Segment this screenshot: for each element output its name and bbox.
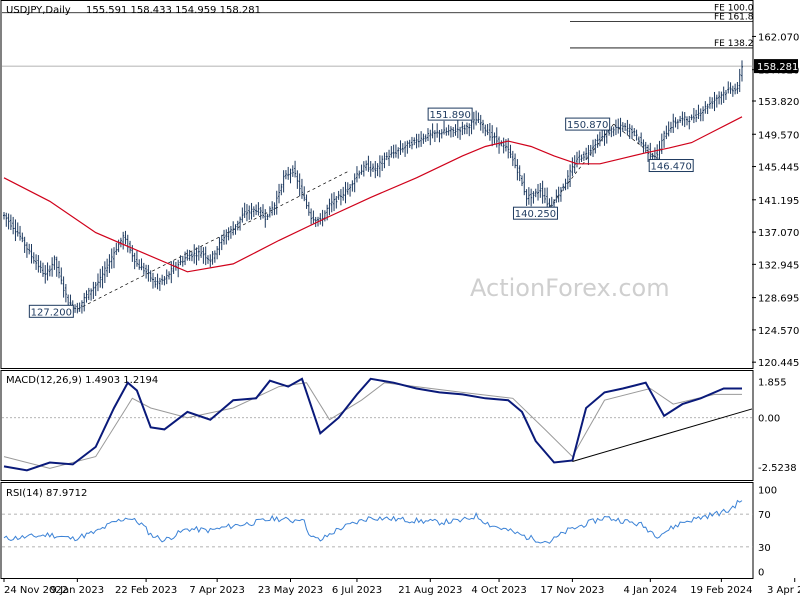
rsi-line	[3, 499, 743, 544]
annotation-label: 146.470	[651, 162, 692, 173]
y-tick-label: 141.195	[758, 196, 799, 207]
macd-signal-line	[3, 382, 742, 469]
price-panel-title: USDJPY,Daily	[6, 5, 71, 16]
y-tick-label: 145.445	[758, 163, 799, 174]
x-tick-label: 21 Aug 2023	[398, 585, 462, 596]
y-tick-label: 149.570	[758, 130, 799, 141]
x-tick-label: 3 Apr 2024	[767, 585, 800, 596]
x-tick-label: 6 Jul 2023	[332, 585, 382, 596]
last-price-marker	[754, 59, 798, 74]
annotation-box	[565, 117, 611, 131]
fib-label: FE 100.0	[714, 4, 754, 14]
macd-layer: 1.855 0.00 -2.5238	[2, 377, 797, 474]
x-tick-label: 4 Oct 2023	[471, 585, 526, 596]
rsi-layer: 100 70 30 0	[2, 486, 777, 578]
annotation-box	[427, 107, 473, 121]
y-tick-label: 128.695	[758, 294, 799, 305]
annotation-box	[512, 206, 558, 220]
rsi-y-tick-label: 100	[758, 486, 777, 497]
annotation-label: 127.200	[31, 307, 72, 318]
rsi-y-tick-label: 70	[758, 510, 771, 521]
y-tick-label: 153.820	[758, 97, 799, 108]
macd-y-tick-label: -2.5238	[758, 463, 797, 474]
annotation-box	[28, 304, 74, 318]
rsi-panel-frame	[0, 482, 754, 579]
macd-line	[3, 377, 742, 472]
price-y-axis: 162.070157.820153.820149.570145.445141.1…	[752, 32, 799, 369]
x-tick-label: 19 Feb 2024	[690, 585, 752, 596]
x-tick-label: 9 Jan 2023	[51, 585, 105, 596]
fib-label: FE 161.8	[714, 12, 754, 22]
last-price-label: 158.281	[757, 62, 798, 73]
x-tick-label: 24 Nov 2022	[4, 585, 68, 596]
y-tick-label: 132.945	[758, 260, 799, 271]
price-panel-frame	[0, 0, 754, 369]
price-reference-lines	[2, 12, 753, 310]
watermark: ActionForex.com	[470, 274, 670, 302]
annotation-box	[648, 159, 694, 173]
x-tick-label: 22 Feb 2023	[115, 585, 177, 596]
macd-panel-frame	[0, 370, 754, 481]
price-ohlc-label: 155.591 158.433 154.959 158.281	[86, 5, 261, 16]
x-tick-label: 4 Jan 2024	[624, 585, 678, 596]
macd-y-tick-label: 1.855	[758, 378, 787, 389]
x-tick-label: 7 Apr 2023	[189, 585, 244, 596]
moving-average-line	[3, 116, 743, 273]
y-tick-label: 120.445	[758, 358, 799, 369]
annotation-label: 140.250	[515, 209, 556, 220]
x-tick-label: 23 May 2023	[258, 585, 323, 596]
y-tick-label: 162.070	[758, 32, 799, 43]
x-tick-label: 17 Nov 2023	[540, 585, 604, 596]
y-tick-label: 137.070	[758, 228, 799, 239]
macd-y-tick-label: 0.00	[758, 414, 780, 425]
rsi-y-tick-label: 30	[758, 543, 771, 554]
fib-label: FE 138.2	[714, 39, 754, 49]
price-annotations: FE 100.0FE 161.8 FE 138.2 127.200 151.890 14…	[28, 4, 754, 318]
rsi-panel-title: RSI(14) 87.9712	[6, 488, 87, 499]
macd-trendline	[572, 408, 753, 462]
annotation-label: 150.870	[567, 120, 608, 131]
macd-panel-title: MACD(12,26,9) 1.4903 1.2194	[6, 375, 158, 386]
y-tick-label: 124.570	[758, 326, 799, 337]
rsi-y-tick-label: 0	[758, 567, 764, 578]
annotation-label: 151.890	[429, 110, 470, 121]
price-lines	[3, 116, 743, 273]
trend-channel-line	[77, 171, 348, 310]
